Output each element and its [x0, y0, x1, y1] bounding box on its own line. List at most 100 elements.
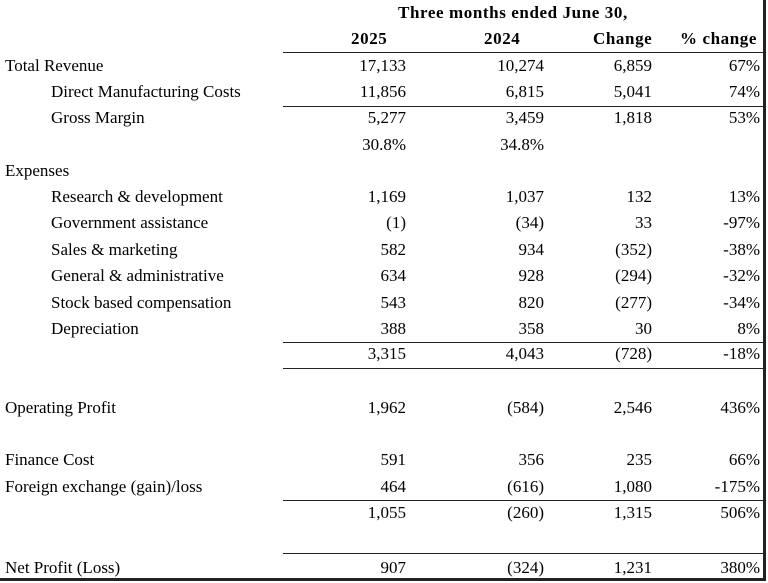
col-2024-value: 928: [518, 266, 545, 285]
row-label: Expenses: [5, 161, 70, 180]
col-2025-value: 17,133: [359, 56, 406, 75]
col-pct-change-value: 506%: [720, 503, 760, 522]
col-pct-change-value: 67%: [728, 56, 760, 75]
col-2025-value: 3,315: [367, 344, 406, 363]
col-2024-value: 1,037: [505, 187, 544, 206]
row-label: Research & development: [51, 187, 223, 206]
period-header: Three months ended June 30,: [398, 3, 628, 22]
col-change-value: (294): [615, 266, 652, 285]
col-pct-change-value: 8%: [737, 319, 760, 338]
row-label: Direct Manufacturing Costs: [51, 82, 241, 101]
col-2024-value: 358: [518, 319, 545, 338]
col-2025-value: 11,856: [359, 82, 406, 101]
divider-line: [283, 342, 764, 343]
table-row: Gross Margin 5,277 3,459 1,818 53%: [0, 108, 764, 132]
col-change-value: 1,080: [613, 477, 652, 496]
col-2025-value: 543: [380, 293, 407, 312]
column-header-2024: 2024: [484, 29, 521, 48]
col-pct-change-value: -32%: [723, 266, 760, 285]
col-change-value: (352): [615, 240, 652, 259]
table-row: General & administrative 634 928 (294) -32%: [0, 266, 764, 290]
table-row: Government assistance (1) (34) 33 -97%: [0, 213, 764, 237]
table-row: Sales & marketing 582 934 (352) -38%: [0, 240, 764, 264]
col-2024-value: 34.8%: [500, 135, 544, 154]
col-pct-change-value: 66%: [728, 450, 760, 469]
col-pct-change-value: 53%: [728, 108, 760, 127]
col-change-value: (728): [615, 344, 652, 363]
col-2025-value: 582: [380, 240, 407, 259]
col-pct-change-value: 436%: [720, 398, 760, 417]
col-2025-value: 634: [380, 266, 407, 285]
table-row: 3,315 4,043 (728) -18%: [0, 344, 764, 368]
col-2025-value: 464: [380, 477, 407, 496]
col-pct-change-value: -34%: [723, 293, 760, 312]
table-row: Foreign exchange (gain)/loss 464 (616) 1,08…: [0, 477, 764, 501]
table-row: Stock based compensation 543 820 (277) -34%: [0, 293, 764, 317]
col-2025-value: (1): [386, 213, 406, 232]
row-label: Gross Margin: [51, 108, 145, 127]
divider-line: [283, 368, 764, 369]
divider-line: [283, 553, 764, 554]
table-row: 1,055 (260) 1,315 506%: [0, 503, 764, 527]
col-change-value: (277): [615, 293, 652, 312]
table-row: Operating Profit 1,962 (584) 2,546 436%: [0, 398, 764, 422]
divider-line: [283, 500, 764, 501]
col-change-value: 30: [635, 319, 652, 338]
col-2024-value: (260): [507, 503, 544, 522]
col-2024-value: 820: [518, 293, 545, 312]
divider-line: [283, 52, 764, 53]
row-label: Foreign exchange (gain)/loss: [5, 477, 203, 496]
divider-line: [283, 106, 764, 107]
col-2025-value: 1,169: [367, 187, 406, 206]
col-2025-value: 30.8%: [362, 135, 406, 154]
col-2025-value: 907: [380, 558, 407, 577]
table-row: Expenses: [0, 161, 764, 185]
col-pct-change-value: -18%: [723, 344, 760, 363]
row-label: Stock based compensation: [51, 293, 232, 312]
col-2024-value: 10,274: [497, 56, 544, 75]
column-header-change: Change: [593, 29, 653, 48]
row-label: General & administrative: [51, 266, 224, 285]
col-change-value: 6,859: [613, 56, 652, 75]
table-row: Net Profit (Loss) 907 (324) 1,231 380%: [0, 558, 764, 582]
col-2024-value: (616): [507, 477, 544, 496]
col-change-value: 1,231: [613, 558, 652, 577]
col-change-value: 33: [635, 213, 652, 232]
col-change-value: 132: [626, 187, 653, 206]
col-pct-change-value: -38%: [723, 240, 760, 259]
col-pct-change-value: -97%: [723, 213, 760, 232]
col-2025-value: 1,055: [367, 503, 406, 522]
table-row: Finance Cost 591 356 235 66%: [0, 450, 764, 474]
table-row: Research & development 1,169 1,037 132 13%: [0, 187, 764, 211]
row-label: Government assistance: [51, 213, 209, 232]
row-label: Total Revenue: [5, 56, 104, 75]
row-label: Finance Cost: [5, 450, 95, 469]
col-pct-change-value: 74%: [728, 82, 760, 101]
col-2024-value: 934: [518, 240, 545, 259]
col-2024-value: (584): [507, 398, 544, 417]
col-2024-value: (34): [515, 213, 544, 232]
col-change-value: 1,818: [613, 108, 652, 127]
row-label: Depreciation: [51, 319, 139, 338]
column-header-2025: 2025: [351, 29, 388, 48]
table-row: Total Revenue 17,133 10,274 6,859 67%: [0, 56, 764, 80]
col-change-value: 5,041: [613, 82, 652, 101]
col-2024-value: 6,815: [505, 82, 544, 101]
col-2024-value: 3,459: [505, 108, 544, 127]
col-2024-value: 356: [518, 450, 545, 469]
col-change-value: 2,546: [613, 398, 652, 417]
col-2025-value: 388: [380, 319, 407, 338]
table-row: Depreciation 388 358 30 8%: [0, 319, 764, 343]
col-2025-value: 591: [380, 450, 407, 469]
col-pct-change-value: 13%: [728, 187, 760, 206]
column-header-pct-change: % change: [680, 29, 758, 48]
col-pct-change-value: -175%: [714, 477, 760, 496]
col-2025-value: 5,277: [367, 108, 406, 127]
table-row: 30.8% 34.8%: [0, 135, 764, 159]
col-2025-value: 1,962: [367, 398, 406, 417]
col-pct-change-value: 380%: [720, 558, 760, 577]
col-2024-value: (324): [507, 558, 544, 577]
row-label: Sales & marketing: [51, 240, 178, 259]
col-change-value: 235: [626, 450, 653, 469]
